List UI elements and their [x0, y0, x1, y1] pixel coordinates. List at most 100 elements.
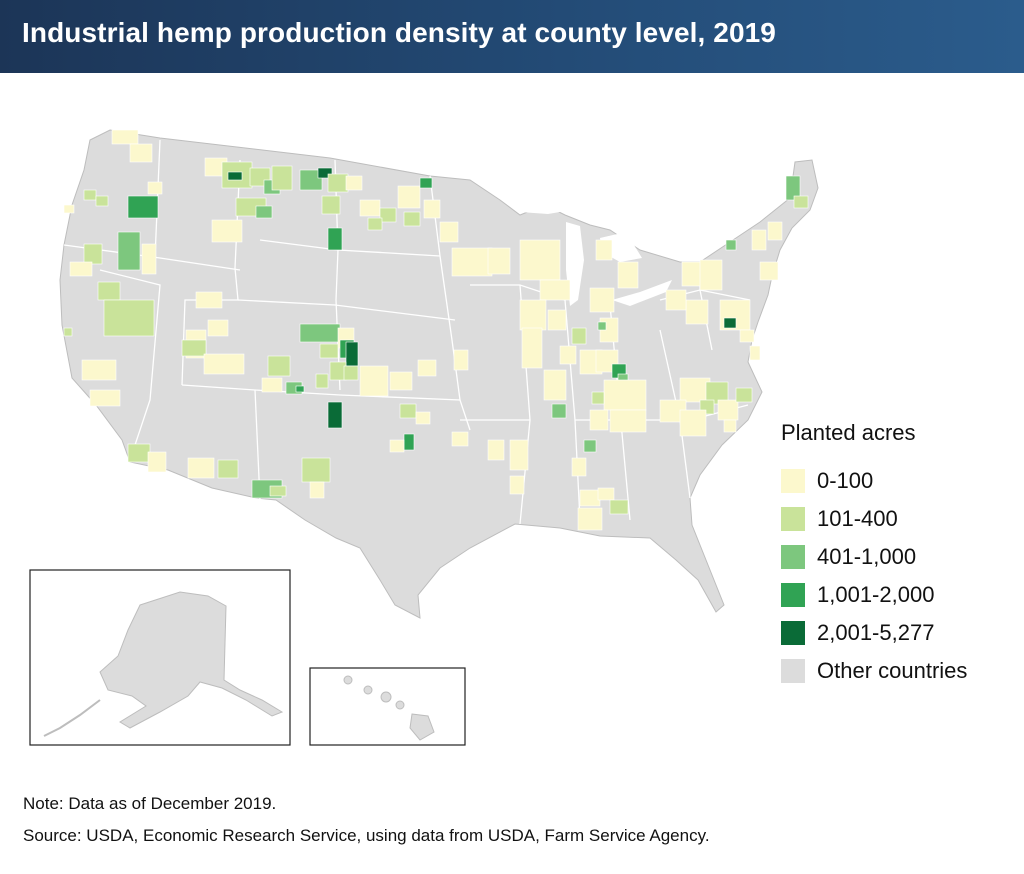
county-patch — [117, 231, 141, 271]
county-patch — [595, 239, 613, 261]
county-patch — [583, 439, 597, 453]
county-patch — [521, 327, 543, 369]
legend-item: 1,001-2,000 — [781, 576, 1011, 614]
county-patch — [539, 279, 571, 301]
county-patch — [267, 355, 291, 377]
legend-item: 0-100 — [781, 462, 1011, 500]
county-patch — [423, 199, 441, 219]
county-patch — [111, 129, 139, 145]
county-patch — [301, 457, 331, 483]
county-patch — [589, 287, 615, 313]
county-patch — [83, 189, 97, 201]
county-patch — [679, 409, 707, 437]
county-patch — [439, 221, 459, 243]
legend-swatch — [781, 507, 805, 531]
county-patch — [97, 281, 121, 301]
legend-label: Other countries — [817, 658, 968, 683]
legend-item: 401-1,000 — [781, 538, 1011, 576]
county-patch — [345, 175, 363, 191]
aleutian-islands — [43, 699, 101, 737]
county-patch — [685, 299, 709, 325]
county-patch — [399, 403, 417, 419]
county-patch — [617, 261, 639, 289]
legend-item: 2,001-5,277 — [781, 614, 1011, 652]
county-patch — [389, 371, 413, 391]
county-patch — [551, 403, 567, 419]
county-patch — [81, 359, 117, 381]
county-patch — [451, 431, 469, 447]
county-patch — [487, 247, 511, 275]
county-patch — [217, 459, 239, 479]
county-patch — [147, 181, 163, 195]
county-patch — [181, 339, 207, 357]
note-text: Note: Data as of December 2019. — [23, 794, 277, 813]
county-patch — [227, 171, 243, 181]
county-patch — [603, 379, 647, 411]
county-patch — [317, 167, 333, 179]
county-patch — [547, 309, 567, 331]
county-patch — [767, 221, 783, 241]
county-patch — [379, 207, 397, 223]
county-patch — [327, 401, 343, 429]
county-patch — [705, 381, 729, 405]
county-patch — [785, 175, 801, 201]
county-patch — [453, 349, 469, 371]
county-patch — [127, 443, 151, 463]
county-patch — [345, 341, 359, 367]
legend-label: 401-1,000 — [817, 544, 917, 569]
county-patch — [665, 289, 687, 311]
county-patch — [195, 291, 223, 309]
county-patch — [609, 499, 629, 515]
county-patch — [571, 327, 587, 345]
legend-item: 101-400 — [781, 500, 1011, 538]
county-patch — [83, 243, 103, 265]
county-patch — [89, 389, 121, 407]
county-patch — [509, 475, 525, 495]
title-banner: Industrial hemp production density at co… — [0, 0, 1024, 73]
county-patch — [739, 329, 755, 343]
county-patch — [415, 411, 431, 425]
county-patch — [203, 353, 245, 375]
county-patch — [397, 185, 421, 209]
hawaii-inset-frame — [309, 667, 466, 746]
county-patch — [255, 205, 273, 219]
hawaii-shape — [343, 675, 435, 741]
county-patch — [389, 439, 405, 453]
county-patch — [327, 173, 349, 193]
legend-label: 101-400 — [817, 506, 898, 531]
county-patch — [509, 439, 529, 471]
county-patch — [127, 195, 159, 219]
legend-label: 1,001-2,000 — [817, 582, 935, 607]
county-patch — [103, 299, 155, 337]
legend-label: 0-100 — [817, 468, 874, 493]
county-patch — [69, 261, 93, 277]
alaska-shape — [99, 591, 284, 729]
source-text: Source: USDA, Economic Research Service,… — [23, 826, 710, 845]
legend-swatch — [781, 469, 805, 493]
us-county-map — [29, 129, 819, 746]
county-patch — [299, 323, 341, 343]
county-patch — [579, 489, 601, 507]
county-patch — [609, 409, 647, 433]
legend-swatch — [781, 545, 805, 569]
legend-swatch — [781, 583, 805, 607]
county-patch — [451, 247, 493, 277]
chart-title: Industrial hemp production density at co… — [22, 17, 776, 48]
county-patch — [759, 261, 779, 281]
legend-label: 2,001-5,277 — [817, 620, 935, 645]
legend-swatch — [781, 621, 805, 645]
county-patch — [359, 199, 381, 217]
county-patch — [329, 361, 347, 381]
county-patch — [187, 457, 215, 479]
county-patch — [343, 365, 359, 381]
county-patch — [699, 259, 723, 291]
county-patch — [403, 211, 421, 227]
county-patch — [309, 481, 325, 499]
county-patch — [559, 345, 577, 365]
county-patch — [141, 243, 157, 275]
county-patch — [543, 369, 567, 401]
county-patch — [679, 377, 711, 403]
county-patch — [63, 204, 75, 214]
legend-swatch — [781, 659, 805, 683]
county-patch — [269, 485, 287, 497]
